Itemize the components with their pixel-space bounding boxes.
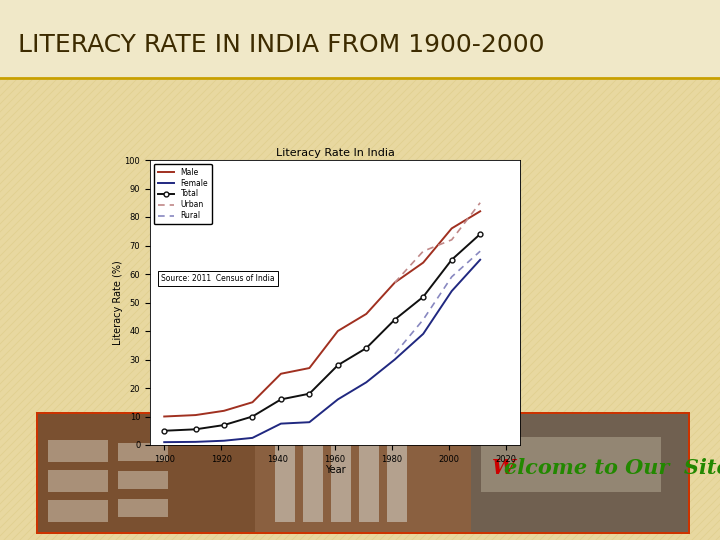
Bar bbox=[255, 414, 472, 532]
Rural bbox=[447, 274, 456, 280]
Total bbox=[447, 256, 456, 263]
Rural bbox=[476, 248, 485, 254]
Male bbox=[276, 370, 285, 377]
Bar bbox=[48, 500, 108, 522]
Bar bbox=[48, 470, 108, 492]
Total bbox=[419, 294, 428, 300]
Bar bbox=[48, 440, 108, 462]
Total bbox=[192, 426, 200, 433]
Male bbox=[362, 310, 371, 317]
Bar bbox=[38, 414, 255, 532]
Bar bbox=[118, 471, 168, 489]
Female bbox=[220, 437, 228, 444]
Male bbox=[419, 259, 428, 266]
Female bbox=[419, 330, 428, 337]
Female bbox=[276, 420, 285, 427]
Female bbox=[160, 439, 168, 446]
Total bbox=[305, 390, 314, 397]
Total bbox=[248, 413, 257, 420]
Bar bbox=[302, 442, 323, 522]
Bar bbox=[0, 0, 720, 80]
Male bbox=[248, 399, 257, 406]
Male bbox=[220, 408, 228, 414]
Bar bbox=[359, 442, 379, 522]
Total bbox=[160, 428, 168, 434]
Total bbox=[362, 345, 371, 352]
Female bbox=[390, 356, 399, 363]
Line: Urban: Urban bbox=[395, 202, 480, 282]
Bar bbox=[150, 160, 520, 445]
Female bbox=[333, 396, 342, 403]
Total bbox=[476, 231, 485, 238]
Bar bbox=[387, 442, 407, 522]
Male bbox=[160, 413, 168, 420]
Bar bbox=[274, 442, 294, 522]
Bar bbox=[118, 499, 168, 517]
Rural bbox=[390, 350, 399, 357]
Title: Literacy Rate In India: Literacy Rate In India bbox=[276, 148, 395, 158]
Text: W: W bbox=[492, 458, 516, 478]
Total bbox=[276, 396, 285, 403]
Bar bbox=[472, 414, 688, 532]
Male bbox=[476, 208, 485, 214]
Bar bbox=[330, 442, 351, 522]
Urban bbox=[476, 199, 485, 206]
Total bbox=[333, 362, 342, 368]
Female bbox=[447, 288, 456, 294]
Text: LITERACY RATE IN INDIA FROM 1900-2000: LITERACY RATE IN INDIA FROM 1900-2000 bbox=[18, 33, 544, 57]
X-axis label: Year: Year bbox=[325, 465, 346, 475]
Total bbox=[390, 316, 399, 323]
Male bbox=[333, 328, 342, 334]
Bar bbox=[118, 443, 168, 461]
Male bbox=[305, 365, 314, 372]
Rural bbox=[419, 316, 428, 323]
Line: Male: Male bbox=[164, 211, 480, 416]
Urban bbox=[447, 237, 456, 243]
Text: Source: 2011  Census of India: Source: 2011 Census of India bbox=[161, 274, 275, 283]
Y-axis label: Literacy Rate (%): Literacy Rate (%) bbox=[113, 260, 123, 345]
Urban bbox=[419, 248, 428, 254]
Female bbox=[305, 419, 314, 426]
Female bbox=[192, 438, 200, 445]
Text: elcome to Our  Site: elcome to Our Site bbox=[504, 458, 720, 478]
Male bbox=[192, 412, 200, 418]
Total bbox=[220, 422, 228, 428]
Line: Female: Female bbox=[164, 260, 480, 442]
Line: Total: Total bbox=[162, 232, 482, 433]
Male bbox=[447, 225, 456, 232]
Line: Rural: Rural bbox=[395, 251, 480, 354]
Female bbox=[248, 435, 257, 441]
Legend: Male, Female, Total, Urban, Rural: Male, Female, Total, Urban, Rural bbox=[154, 164, 212, 224]
Female bbox=[362, 379, 371, 386]
Bar bbox=[36, 412, 690, 534]
Female bbox=[476, 256, 485, 263]
Bar bbox=[482, 437, 662, 492]
Male bbox=[390, 279, 399, 286]
Urban bbox=[390, 279, 399, 286]
